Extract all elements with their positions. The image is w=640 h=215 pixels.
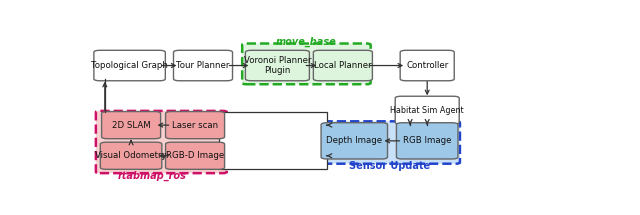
FancyBboxPatch shape <box>321 123 388 159</box>
FancyBboxPatch shape <box>100 142 162 169</box>
Text: Controller: Controller <box>406 61 449 70</box>
Text: Sensor Update: Sensor Update <box>349 161 430 171</box>
FancyBboxPatch shape <box>319 121 460 164</box>
Text: Laser scan: Laser scan <box>172 121 218 130</box>
Text: RGB Image: RGB Image <box>403 136 451 145</box>
Text: RGB-D Image: RGB-D Image <box>166 151 224 160</box>
Text: Voronoi Planner
Plugin: Voronoi Planner Plugin <box>244 56 311 75</box>
Text: Visual Odometry: Visual Odometry <box>95 151 167 160</box>
Text: Habitat Sim Agent: Habitat Sim Agent <box>390 106 464 115</box>
FancyBboxPatch shape <box>102 112 161 139</box>
FancyBboxPatch shape <box>400 50 454 81</box>
Text: Depth Image: Depth Image <box>326 136 382 145</box>
FancyBboxPatch shape <box>94 50 165 81</box>
Text: Local Planner: Local Planner <box>314 61 372 70</box>
Text: 2D SLAM: 2D SLAM <box>112 121 150 130</box>
Text: Tour Planner: Tour Planner <box>177 61 230 70</box>
Text: rtabmap_ros: rtabmap_ros <box>118 170 186 181</box>
FancyBboxPatch shape <box>166 112 225 139</box>
Bar <box>219 112 327 169</box>
FancyBboxPatch shape <box>314 50 372 81</box>
Text: Topological Graph: Topological Graph <box>91 61 168 70</box>
FancyBboxPatch shape <box>396 123 458 159</box>
FancyBboxPatch shape <box>242 43 371 84</box>
FancyBboxPatch shape <box>173 50 232 81</box>
FancyBboxPatch shape <box>245 50 309 81</box>
FancyBboxPatch shape <box>96 111 227 173</box>
FancyBboxPatch shape <box>396 96 459 124</box>
Text: move_base: move_base <box>276 37 337 48</box>
FancyBboxPatch shape <box>166 142 225 169</box>
